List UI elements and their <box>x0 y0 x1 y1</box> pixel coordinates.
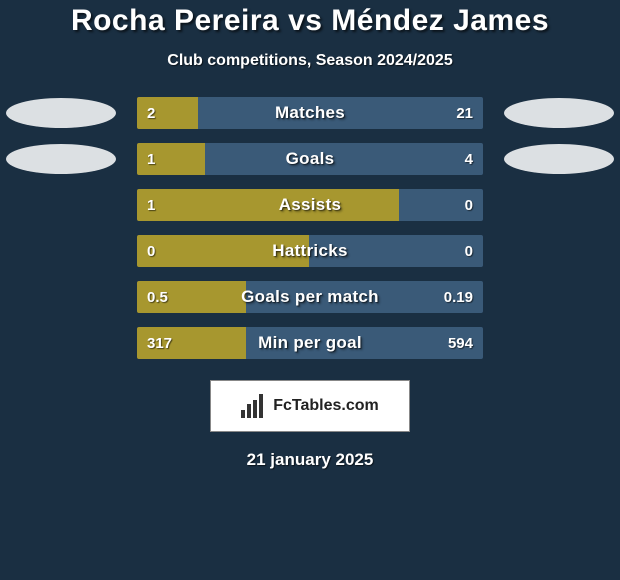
stat-bar-left <box>137 189 401 221</box>
stat-bar-left <box>137 143 207 175</box>
stat-bar-right <box>309 235 483 267</box>
title-player1: Rocha Pereira <box>71 4 279 37</box>
stat-bar: 221Matches <box>136 96 484 130</box>
stat-rows: 221Matches 14Goals 10Assists 00Hattricks 0.5… <box>0 92 620 368</box>
player2-oval <box>504 144 614 174</box>
title-vs: vs <box>288 4 322 37</box>
subtitle: Club competitions, Season 2024/2025 <box>0 52 620 70</box>
stat-bar: 10Assists <box>136 188 484 222</box>
stat-bar-left <box>137 235 311 267</box>
stat-row: 10Assists <box>0 184 620 230</box>
comparison-infographic: Rocha Pereira vs Méndez James Club compe… <box>0 0 620 580</box>
footer-date: 21 january 2025 <box>0 450 620 470</box>
stat-bar-left <box>137 281 248 313</box>
stat-bar-right <box>205 143 483 175</box>
stat-bar-right <box>246 281 483 313</box>
stat-row: 00Hattricks <box>0 230 620 276</box>
stat-bar: 0.50.19Goals per match <box>136 280 484 314</box>
brand-text: FcTables.com <box>273 397 379 415</box>
stat-bar-right <box>198 97 483 129</box>
brand-badge: FcTables.com <box>210 380 410 432</box>
stat-bar-left <box>137 97 200 129</box>
stat-bar-right <box>246 327 483 359</box>
stat-row: 14Goals <box>0 138 620 184</box>
stat-bar: 14Goals <box>136 142 484 176</box>
stat-row: 317594Min per goal <box>0 322 620 368</box>
stat-bar-right <box>399 189 483 221</box>
player2-oval <box>504 98 614 128</box>
title: Rocha Pereira vs Méndez James <box>0 4 620 38</box>
stat-bar-left <box>137 327 248 359</box>
player1-oval <box>6 144 116 174</box>
stat-bar: 00Hattricks <box>136 234 484 268</box>
player1-oval <box>6 98 116 128</box>
title-player2: Méndez James <box>331 4 549 37</box>
stat-row: 221Matches <box>0 92 620 138</box>
stat-row: 0.50.19Goals per match <box>0 276 620 322</box>
fctables-icon <box>241 394 267 418</box>
stat-bar: 317594Min per goal <box>136 326 484 360</box>
